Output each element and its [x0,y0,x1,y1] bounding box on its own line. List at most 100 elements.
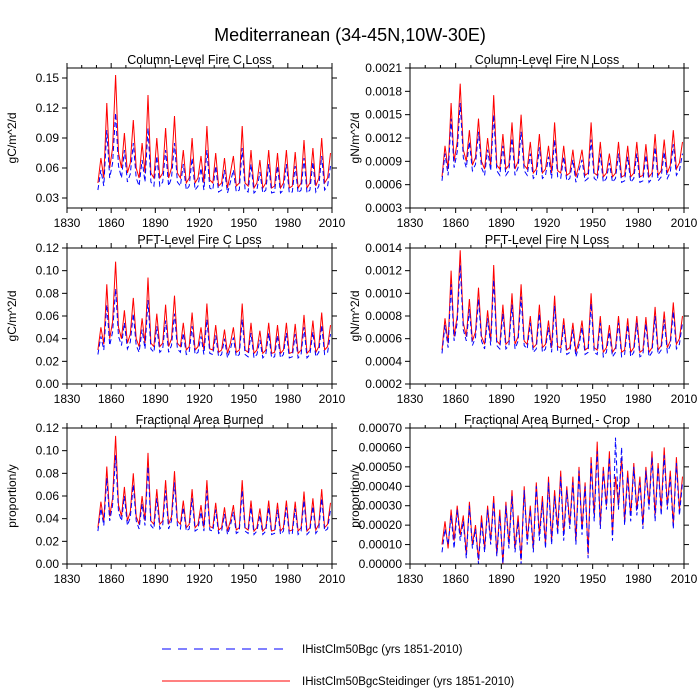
panels: Column-Level Fire C Loss gC/m^2/d 1830 1860… [5,53,698,586]
y-tick-label: 0.00010 [359,538,403,552]
x-tick-label: 1830 [54,392,81,406]
y-tick-label: 0.03 [36,191,60,205]
legend: IHistClm50Bgc (yrs 1851-2010) IHistClm50… [162,644,514,688]
y-tick-label: 0.00 [36,377,60,391]
y-tick-label: 0.04 [36,332,60,346]
series-blue-dashed [441,102,683,184]
y-axis-label: proportion/y [5,464,19,527]
x-tick-label: 1830 [54,216,81,230]
y-tick-label: 0.08 [36,286,60,300]
series-blue-dashed [97,112,331,195]
y-axis-label: gN/m^2/d [348,291,362,342]
x-tick-label: 1860 [442,572,469,586]
x-tick-label: 2010 [671,216,698,230]
x-tick-label: 1950 [230,572,257,586]
y-tick-label: 0.12 [36,101,60,115]
x-tick-label: 1920 [534,572,561,586]
y-tick-label: 0.08 [36,466,60,480]
x-tick-label: 1890 [142,392,169,406]
x-tick-label: 1860 [98,392,125,406]
panel-title: Fractional Area Burned - Crop [464,413,630,427]
panel-title: Column-Level Fire N Loss [475,53,620,67]
y-tick-label: 0.00030 [359,499,403,513]
x-tick-label: 1830 [397,392,424,406]
x-tick-label: 1980 [625,572,652,586]
panel-6: Fractional Area Burned - Crop proportion/… [348,413,698,586]
y-tick-label: 0.0012 [365,264,402,278]
y-tick-label: 0.09 [36,131,60,145]
y-tick-label: 0.00040 [359,479,403,493]
x-tick-label: 1980 [274,216,301,230]
series-blue-dashed [441,264,683,359]
x-tick-label: 1890 [488,572,515,586]
series-blue-dashed [97,288,331,360]
y-tick-label: 0.0010 [365,286,402,300]
figure-title: Mediterranean (34-45N,10W-30E) [214,25,486,45]
y-tick-label: 0.10 [36,264,60,278]
x-tick-label: 1950 [230,216,257,230]
y-tick-label: 0.0018 [365,84,402,98]
y-tick-label: 0.0008 [365,309,402,323]
x-tick-label: 1920 [534,216,561,230]
y-tick-label: 0.00070 [359,421,403,435]
y-tick-label: 0.00050 [359,460,403,474]
y-tick-label: 0.0012 [365,131,402,145]
y-tick-label: 0.12 [36,241,60,255]
x-tick-label: 1920 [186,216,213,230]
y-tick-label: 0.02 [36,534,60,548]
y-tick-label: 0.00 [36,557,60,571]
x-tick-label: 1980 [274,572,301,586]
x-tick-label: 1860 [442,216,469,230]
x-tick-label: 2010 [319,392,346,406]
x-tick-label: 1830 [397,216,424,230]
x-tick-label: 2010 [671,572,698,586]
panel-5: Fractional Area Burned proportion/y 1830 18… [5,413,346,586]
series-blue-dashed [97,455,331,536]
panel-title: PFT-Level Fire N Loss [485,233,609,247]
x-tick-label: 1860 [98,216,125,230]
x-tick-label: 2010 [319,572,346,586]
y-axis-label: gN/m^2/d [348,113,362,164]
x-tick-label: 1830 [54,572,81,586]
x-tick-label: 1890 [142,572,169,586]
series-red-solid [441,250,683,354]
x-tick-label: 1830 [397,572,424,586]
y-tick-label: 0.15 [36,71,60,85]
legend-label-1: IHistClm50BgcSteidinger (yrs 1851-2010) [302,676,514,688]
y-tick-label: 0.00000 [359,557,403,571]
y-tick-label: 0.02 [36,354,60,368]
y-tick-label: 0.0021 [365,61,402,75]
x-tick-label: 1980 [274,392,301,406]
x-tick-label: 1980 [625,216,652,230]
panel-title: PFT-Level Fire C Loss [137,233,261,247]
series-blue-dashed [441,437,683,564]
y-tick-label: 0.0014 [365,241,402,255]
panel-3: PFT-Level Fire C Loss gC/m^2/d 1830 1860 189… [5,233,346,406]
y-tick-label: 0.0002 [365,377,402,391]
x-tick-label: 2010 [671,392,698,406]
x-tick-label: 1950 [579,572,606,586]
panel-4: PFT-Level Fire N Loss gN/m^2/d 1830 1860 189… [348,233,698,406]
y-tick-label: 0.06 [36,489,60,503]
series-red-solid [97,261,331,355]
y-tick-label: 0.0004 [365,354,402,368]
panel-title: Column-Level Fire C Loss [127,53,272,67]
x-tick-label: 1980 [625,392,652,406]
series-red-solid [97,435,331,533]
x-tick-label: 1950 [579,392,606,406]
x-tick-label: 1890 [488,216,515,230]
y-axis-label: proportion/y [348,464,362,527]
x-tick-label: 1890 [142,216,169,230]
x-tick-label: 1920 [534,392,561,406]
x-tick-label: 1950 [230,392,257,406]
panel-title: Fractional Area Burned [136,413,264,427]
y-tick-label: 0.0006 [365,178,402,192]
y-tick-label: 0.06 [36,161,60,175]
y-tick-label: 0.0009 [365,154,402,168]
y-axis-label: gC/m^2/d [5,291,19,342]
panel-2: Column-Level Fire N Loss gN/m^2/d 1830 1860… [348,53,698,230]
x-tick-label: 2010 [319,216,346,230]
legend-label-0: IHistClm50Bgc (yrs 1851-2010) [302,644,463,656]
